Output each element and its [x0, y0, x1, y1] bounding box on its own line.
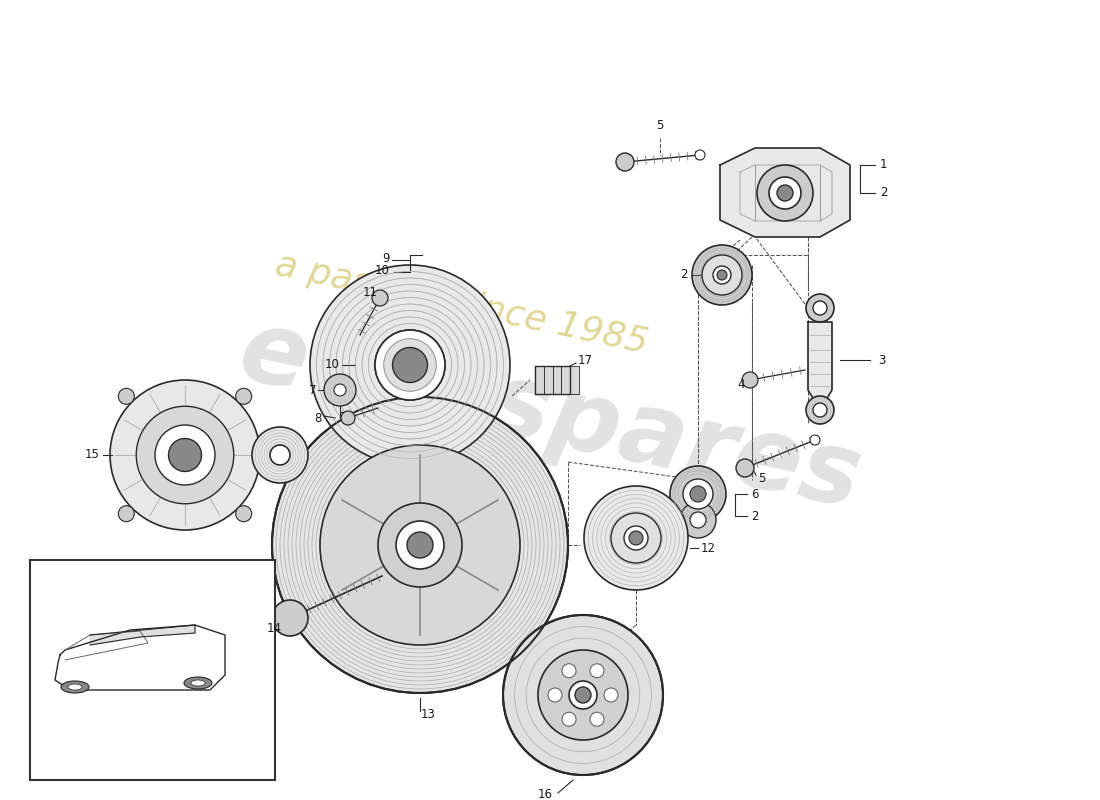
Ellipse shape — [184, 677, 212, 689]
Text: 3: 3 — [878, 354, 886, 366]
Ellipse shape — [191, 680, 205, 686]
Text: 5: 5 — [657, 119, 663, 132]
Circle shape — [272, 600, 308, 636]
Text: 1: 1 — [880, 158, 888, 171]
Circle shape — [252, 427, 308, 483]
Circle shape — [742, 372, 758, 388]
Circle shape — [683, 479, 713, 509]
Circle shape — [692, 245, 752, 305]
Circle shape — [375, 330, 446, 400]
Circle shape — [341, 411, 355, 425]
Circle shape — [813, 403, 827, 417]
Text: 7: 7 — [308, 383, 316, 397]
Circle shape — [769, 177, 801, 209]
Circle shape — [690, 512, 706, 528]
Bar — [552, 366, 561, 394]
Circle shape — [670, 466, 726, 522]
Circle shape — [235, 506, 252, 522]
Text: 9: 9 — [383, 251, 390, 265]
Bar — [570, 366, 579, 394]
Text: 14: 14 — [267, 622, 282, 634]
Text: 17: 17 — [578, 354, 593, 367]
Circle shape — [569, 681, 597, 709]
Circle shape — [110, 380, 260, 530]
Circle shape — [407, 532, 433, 558]
Circle shape — [334, 384, 346, 396]
Circle shape — [538, 650, 628, 740]
Circle shape — [375, 330, 446, 400]
Circle shape — [378, 503, 462, 587]
Circle shape — [310, 265, 510, 465]
Circle shape — [324, 374, 356, 406]
Ellipse shape — [60, 681, 89, 693]
Circle shape — [695, 150, 705, 160]
Circle shape — [155, 425, 214, 485]
Circle shape — [777, 185, 793, 201]
Text: 10: 10 — [375, 265, 390, 278]
Circle shape — [235, 388, 252, 404]
Circle shape — [548, 688, 562, 702]
Circle shape — [680, 502, 716, 538]
Circle shape — [119, 506, 134, 522]
Circle shape — [562, 712, 576, 726]
Circle shape — [713, 266, 732, 284]
Circle shape — [757, 165, 813, 221]
Text: 11: 11 — [363, 286, 378, 298]
Ellipse shape — [68, 684, 82, 690]
Circle shape — [624, 526, 648, 550]
Circle shape — [562, 664, 576, 678]
Text: 12: 12 — [701, 542, 716, 554]
Circle shape — [503, 615, 663, 775]
Circle shape — [590, 712, 604, 726]
Circle shape — [584, 486, 688, 590]
Circle shape — [396, 521, 444, 569]
Circle shape — [610, 513, 661, 563]
Bar — [561, 366, 570, 394]
Circle shape — [618, 520, 654, 556]
Circle shape — [736, 459, 754, 477]
Circle shape — [590, 664, 604, 678]
Text: a passion since 1985: a passion since 1985 — [273, 248, 651, 360]
Text: eurospares: eurospares — [231, 302, 869, 530]
Text: 2: 2 — [751, 510, 759, 522]
Bar — [543, 366, 552, 394]
Polygon shape — [808, 322, 832, 400]
Polygon shape — [90, 625, 195, 645]
Text: 13: 13 — [420, 709, 436, 722]
Circle shape — [806, 294, 834, 322]
Circle shape — [690, 486, 706, 502]
Circle shape — [813, 301, 827, 315]
Bar — [30, 560, 275, 780]
Text: 8: 8 — [315, 411, 322, 425]
Text: 2: 2 — [880, 186, 888, 199]
Circle shape — [616, 153, 634, 171]
Circle shape — [320, 445, 520, 645]
Circle shape — [810, 435, 820, 445]
Circle shape — [272, 397, 568, 693]
Circle shape — [136, 406, 233, 504]
Circle shape — [806, 396, 834, 424]
Text: 6: 6 — [751, 487, 759, 501]
Text: 10: 10 — [326, 358, 340, 371]
Circle shape — [384, 338, 437, 391]
Circle shape — [270, 445, 290, 465]
Circle shape — [629, 531, 644, 545]
Circle shape — [717, 270, 727, 280]
Circle shape — [393, 347, 428, 382]
Text: 5: 5 — [758, 471, 766, 485]
Text: 15: 15 — [85, 449, 100, 462]
Text: 16: 16 — [538, 789, 553, 800]
Bar — [535, 366, 543, 394]
Circle shape — [372, 290, 388, 306]
Text: 4: 4 — [737, 378, 745, 391]
Text: 2: 2 — [681, 269, 688, 282]
Circle shape — [702, 255, 743, 295]
Circle shape — [575, 687, 591, 703]
Circle shape — [604, 688, 618, 702]
Bar — [535, 366, 570, 394]
Circle shape — [119, 388, 134, 404]
Circle shape — [168, 438, 201, 471]
Polygon shape — [720, 148, 850, 237]
